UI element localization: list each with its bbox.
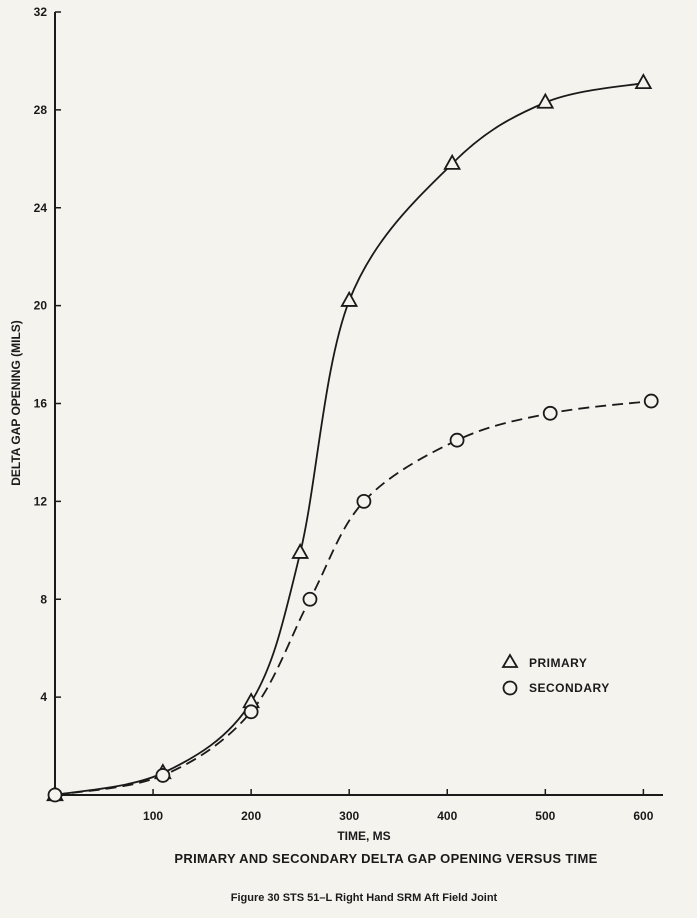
point-primary	[340, 290, 359, 307]
x-tick-label: 600	[633, 809, 653, 823]
point-primary	[291, 542, 310, 559]
x-tick-label: 100	[143, 809, 163, 823]
legend-primary-label: PRIMARY	[529, 656, 587, 670]
y-tick-label: 32	[34, 5, 48, 19]
point-secondary	[302, 591, 318, 607]
point-secondary	[542, 405, 558, 421]
point-secondary	[356, 493, 372, 509]
point-secondary	[643, 393, 659, 409]
series-line-primary	[54, 82, 644, 796]
x-tick-label: 400	[437, 809, 457, 823]
y-tick-label: 24	[34, 201, 48, 215]
figure-caption: Figure 30 STS 51–L Right Hand SRM Aft Fi…	[231, 892, 498, 904]
point-secondary	[155, 768, 171, 783]
y-tick-label: 28	[34, 103, 48, 117]
chart-subtitle: PRIMARY AND SECONDARY DELTA GAP OPENING …	[174, 851, 597, 866]
legend-secondary-marker	[502, 680, 518, 696]
x-tick-label: 300	[339, 809, 359, 823]
marker-layer	[46, 73, 659, 803]
point-primary	[443, 153, 462, 170]
point-secondary	[47, 787, 63, 803]
legend-primary-marker	[501, 653, 519, 668]
point-secondary	[449, 432, 465, 448]
series-layer	[54, 82, 652, 796]
y-tick-label: 8	[40, 592, 47, 606]
y-tick-label: 20	[34, 299, 48, 313]
axes: 4 8 12 16 20 24 28 32 100 200 300 400 500 600	[34, 5, 663, 823]
x-axis-title: TIME, MS	[337, 829, 390, 843]
legend: PRIMARY SECONDARY	[501, 653, 610, 696]
y-tick-label: 4	[40, 690, 47, 704]
y-axis-title: DELTA GAP OPENING (MILS)	[9, 320, 23, 486]
x-tick-label: 200	[241, 809, 261, 823]
point-primary	[536, 92, 555, 109]
legend-secondary-label: SECONDARY	[529, 681, 610, 695]
y-tick-label: 16	[34, 397, 48, 411]
point-secondary	[243, 704, 259, 720]
y-tick-label: 12	[34, 494, 48, 508]
point-primary	[634, 73, 653, 90]
x-tick-label: 500	[535, 809, 555, 823]
series-line-secondary	[54, 400, 652, 796]
